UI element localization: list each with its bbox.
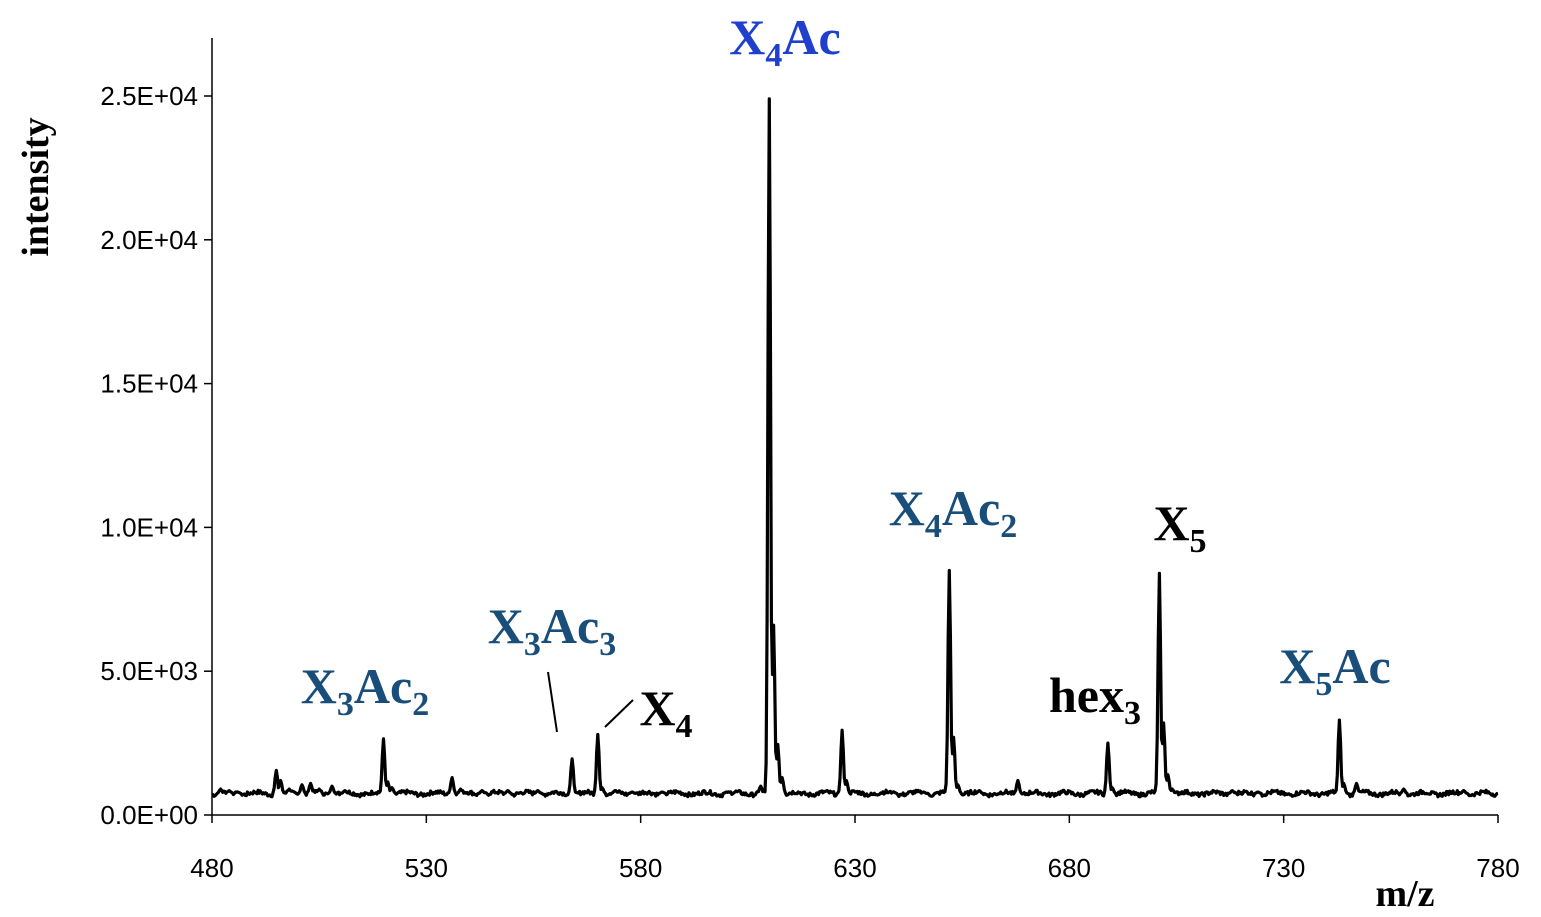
- peak-label-x4ac: X4Ac: [729, 9, 840, 74]
- peak-labels: X4Ac X3Ac2 X3Ac3 X4 X4Ac2 X5 hex3 X5Ac: [301, 9, 1391, 745]
- peak-label-hex3: hex3: [1049, 667, 1141, 732]
- x3ac3-leader-line: [547, 671, 558, 733]
- peak-label-x5: X5: [1153, 495, 1206, 560]
- y-tick-label: 1.5E+04: [100, 369, 198, 399]
- x-tick-label: 480: [190, 853, 233, 883]
- x-tick-label: 780: [1476, 853, 1519, 883]
- x-tick-label: 680: [1048, 853, 1091, 883]
- y-axis-ticks: 0.0E+00 5.0E+03 1.0E+04 1.5E+04 2.0E+04 2.5E+…: [100, 81, 212, 830]
- x-axis-ticks: 480 530 580 630 680 730 780: [190, 815, 1520, 883]
- annotation-leader-lines: [547, 671, 634, 733]
- x-tick-label: 630: [833, 853, 876, 883]
- peak-label-x3ac2: X3Ac2: [301, 658, 429, 723]
- x-axis-title: m/z: [1375, 873, 1434, 915]
- x4-leader-line: [604, 699, 634, 728]
- y-axis-title: intensity: [15, 117, 57, 256]
- y-tick-label: 2.5E+04: [100, 81, 198, 111]
- peak-label-x5ac: X5Ac: [1279, 638, 1390, 703]
- spectrum-line: [211, 97, 1499, 799]
- x-tick-label: 530: [405, 853, 448, 883]
- y-tick-label: 2.0E+04: [100, 225, 198, 255]
- x-tick-label: 730: [1262, 853, 1305, 883]
- x-tick-label: 580: [619, 853, 662, 883]
- y-tick-label: 0.0E+00: [100, 800, 198, 830]
- peak-label-x4: X4: [639, 680, 692, 745]
- y-tick-label: 5.0E+03: [100, 656, 198, 686]
- peak-label-x4ac2: X4Ac2: [889, 480, 1017, 545]
- y-tick-label: 1.0E+04: [100, 512, 198, 542]
- peak-label-x3ac3: X3Ac3: [488, 598, 616, 663]
